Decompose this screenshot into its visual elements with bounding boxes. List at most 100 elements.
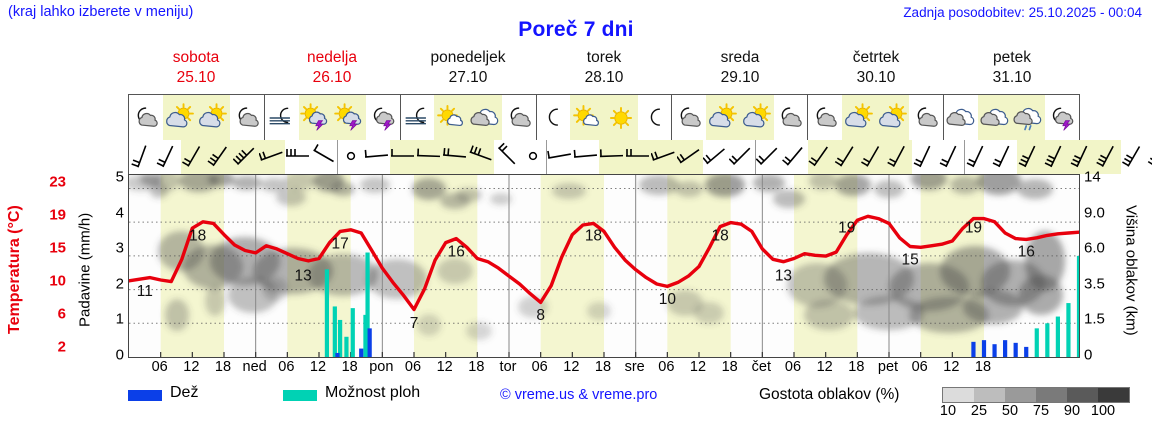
temperature-tick: 19 <box>49 206 66 224</box>
shower-bar <box>350 308 355 357</box>
icon-cell <box>366 95 400 140</box>
icon-cell <box>298 95 333 140</box>
day-date: 30.10 <box>856 69 896 86</box>
icon-cell <box>604 95 638 140</box>
location-menu-note: (kraj lahko izberete v meniju) <box>8 4 194 20</box>
wind-barb <box>129 140 155 174</box>
plot-canvas: 11 18 13 17 7 16 8 18 10 18 13 19 15 19 16 <box>129 175 1079 357</box>
wind-barb <box>886 140 912 174</box>
day-header-torek: torek 28.10 <box>536 48 672 92</box>
rain-bar <box>1024 346 1029 357</box>
cloud-ramp-step <box>1036 388 1067 402</box>
moon-cloud-storm-icon <box>1053 107 1074 131</box>
icon-cell <box>637 95 672 140</box>
moon-cloud-icon <box>816 106 837 127</box>
icon-cell <box>332 95 367 140</box>
day-name: torek <box>586 49 622 66</box>
icon-cell <box>773 95 808 140</box>
icon-day-sobota <box>129 95 265 140</box>
moon-cloud-icon <box>680 106 702 127</box>
shower-bar <box>1076 255 1079 357</box>
icon-cell <box>1045 95 1080 140</box>
legend-swatch-rain <box>128 390 162 401</box>
wind-barb <box>782 140 808 174</box>
cloud-ramp-label: 100 <box>1090 403 1116 419</box>
cloud-ramp-step <box>943 388 974 402</box>
temperature-axis-ticks: 23 19 15 10 6 2 <box>30 174 66 358</box>
icon-cell <box>875 95 910 140</box>
x-tick-label: 06 <box>404 359 422 375</box>
x-tick-label: 12 <box>943 359 960 375</box>
day-name: petek <box>993 49 1031 66</box>
wind-barb <box>285 140 311 174</box>
moon-cloud-icon <box>782 106 803 127</box>
x-tick-label: pon <box>369 359 394 375</box>
legend-label-rain: Dež <box>170 384 199 401</box>
temperature-value-label: 8 <box>536 307 545 324</box>
x-tick-label: 12 <box>183 359 200 375</box>
icon-day-četrtek <box>808 95 945 140</box>
wind-barb <box>494 140 520 174</box>
wind-barb <box>965 140 991 174</box>
temperature-value-label: 13 <box>775 267 792 284</box>
moon-cloud-icon <box>918 106 939 127</box>
sun-cloud-icon <box>709 102 737 127</box>
cloud-ramp-step <box>1067 388 1098 402</box>
temperature-tick: 2 <box>57 338 66 356</box>
wind-barb <box>625 140 651 174</box>
x-axis-labels: 06 12 18 ned 06 12 18 pon 06 12 18 tor 06 12 18 sre 06 12… <box>128 359 1080 379</box>
wind-barb <box>1069 140 1095 174</box>
x-tick-label: tor <box>499 359 517 375</box>
day-header-nedelja: nedelja 26.10 <box>264 48 400 92</box>
shower-bar <box>1045 323 1050 357</box>
day-date: 27.10 <box>448 69 488 86</box>
icon-cell <box>468 95 502 140</box>
wind-barb <box>1121 140 1147 174</box>
precipitation-tick: 1 <box>115 310 124 328</box>
wind-barb <box>808 140 834 174</box>
temperature-tick: 15 <box>49 239 66 257</box>
icon-cell <box>706 95 740 140</box>
copyright-link[interactable]: © vreme.us & vreme.pro <box>500 387 658 403</box>
wind-barb <box>181 140 207 174</box>
moon-cloud-icon <box>137 106 158 127</box>
precipitation-tick: 0 <box>115 346 124 364</box>
x-tick-label: sre <box>624 359 645 375</box>
wind-barb <box>938 140 964 174</box>
wind-barb <box>547 140 573 174</box>
sun-cloud-storm-icon <box>334 102 362 131</box>
rain-bar <box>971 341 976 357</box>
temperature-value-label: 18 <box>189 227 206 244</box>
temperature-value-label: 18 <box>711 227 728 244</box>
icon-cell <box>162 95 197 140</box>
icon-cell <box>536 95 571 140</box>
page-title: Poreč 7 dni <box>518 18 634 41</box>
cloud-density-raster <box>129 175 1065 340</box>
wind-day-ponedeljek <box>547 140 756 174</box>
rain-bar <box>335 352 340 357</box>
cloud-height-tick: 0 <box>1084 346 1093 364</box>
icon-day-nedelja <box>264 95 401 140</box>
icon-cell <box>909 95 944 140</box>
temperature-tick: 23 <box>49 173 66 191</box>
x-tick-label: čet <box>751 359 771 375</box>
day-name: sobota <box>172 49 220 66</box>
x-tick-label: 06 <box>151 359 168 375</box>
wind-barb <box>364 140 390 174</box>
moon-fog-icon <box>405 107 426 124</box>
shower-bar <box>1066 303 1071 357</box>
temperature-value-label: 16 <box>448 243 465 260</box>
day-header-sobota: sobota 25.10 <box>128 48 264 92</box>
cloud-ramp-label: 10 <box>939 403 957 419</box>
forecast-plot[interactable]: 11 18 13 17 7 16 8 18 10 18 13 19 15 19 16 <box>128 174 1080 358</box>
wind-barb <box>1147 140 1152 174</box>
cloud-height-tick: 3.5 <box>1084 275 1105 293</box>
x-tick-label: 12 <box>563 359 580 375</box>
cloud-icon <box>980 108 1009 126</box>
cloud-ramp-step <box>1005 388 1036 402</box>
wind-barb <box>1017 140 1043 174</box>
icon-cell <box>808 95 843 140</box>
cloud-height-tick: 6.0 <box>1084 239 1105 257</box>
day-header-petek: petek 31.10 <box>944 48 1080 92</box>
precipitation-axis-ticks: 5 4 3 2 1 0 <box>98 169 124 364</box>
